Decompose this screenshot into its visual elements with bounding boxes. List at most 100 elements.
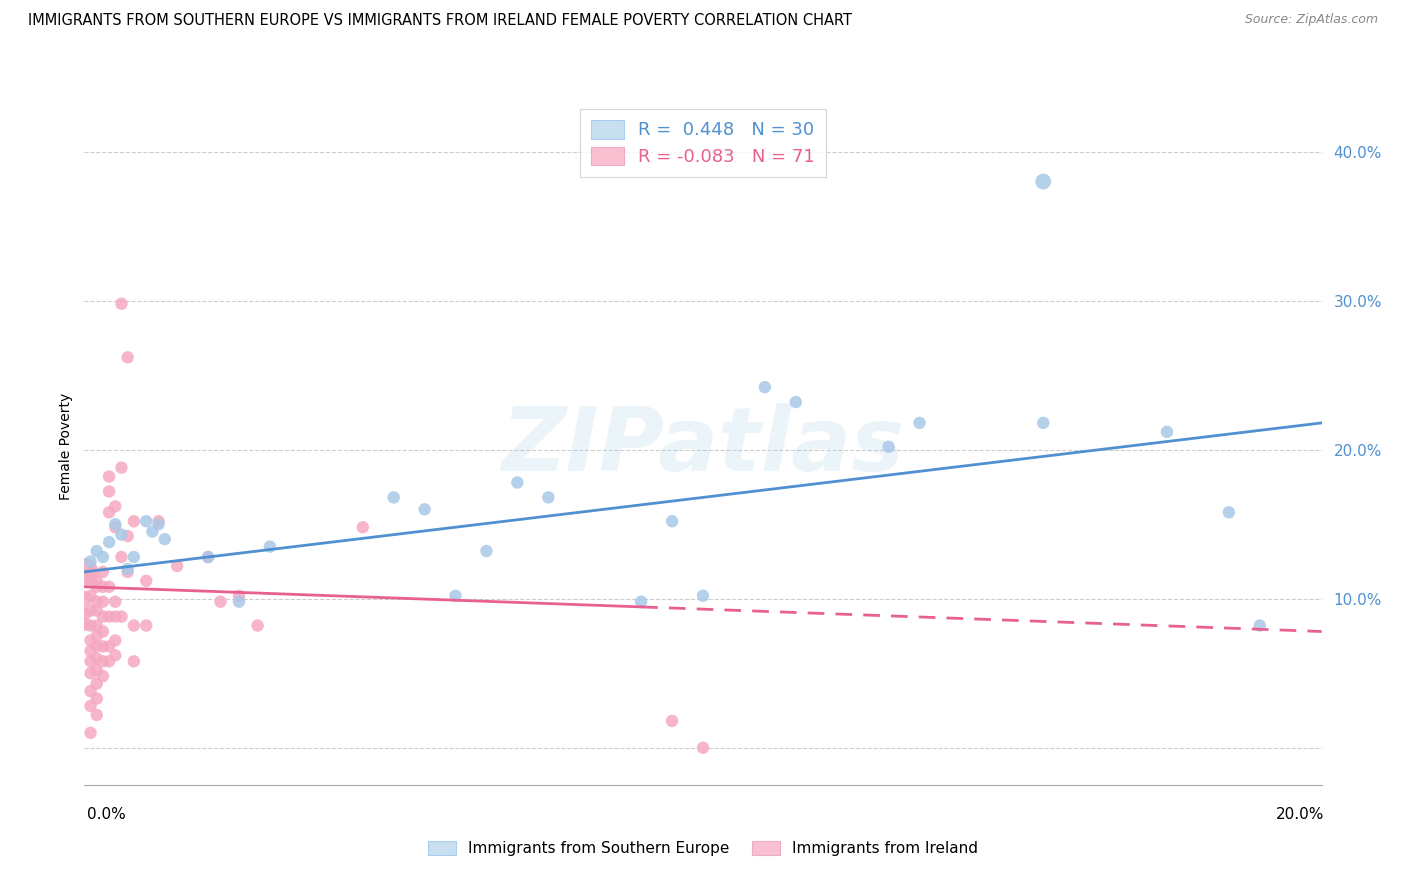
Point xyxy=(91,624,114,639)
Point xyxy=(98,640,121,654)
Point xyxy=(86,640,108,654)
Point xyxy=(104,648,127,663)
Point xyxy=(877,440,900,454)
Point xyxy=(104,500,127,514)
Point xyxy=(444,589,467,603)
Point xyxy=(79,554,101,568)
Point xyxy=(785,395,807,409)
Point xyxy=(91,669,114,683)
Point xyxy=(79,726,101,740)
Point xyxy=(79,633,101,648)
Point xyxy=(117,351,139,365)
Point xyxy=(86,604,108,618)
Point xyxy=(86,574,108,588)
Point xyxy=(98,609,121,624)
Point xyxy=(475,544,498,558)
Point xyxy=(73,617,96,632)
Point xyxy=(98,654,121,668)
Point xyxy=(246,618,269,632)
Point xyxy=(98,535,121,549)
Point xyxy=(148,517,170,532)
Point xyxy=(79,666,101,681)
Point xyxy=(86,544,108,558)
Point xyxy=(228,595,250,609)
Point xyxy=(79,604,101,618)
Y-axis label: Female Poverty: Female Poverty xyxy=(59,392,73,500)
Point xyxy=(197,549,219,564)
Point xyxy=(1032,175,1054,189)
Point xyxy=(1218,505,1240,519)
Point xyxy=(122,514,145,528)
Point xyxy=(73,565,96,579)
Point xyxy=(153,532,176,546)
Point xyxy=(117,529,139,543)
Point xyxy=(506,475,529,490)
Point xyxy=(86,663,108,677)
Point xyxy=(141,524,163,539)
Point xyxy=(79,644,101,658)
Point xyxy=(91,640,114,654)
Point xyxy=(91,609,114,624)
Point xyxy=(86,629,108,643)
Point xyxy=(79,565,101,579)
Point xyxy=(382,491,405,505)
Point xyxy=(86,676,108,690)
Point xyxy=(110,296,132,310)
Point xyxy=(661,714,683,728)
Point xyxy=(73,591,96,606)
Point xyxy=(86,595,108,609)
Point xyxy=(413,502,436,516)
Point xyxy=(135,514,157,528)
Point xyxy=(104,609,127,624)
Point xyxy=(91,549,114,564)
Point xyxy=(537,491,560,505)
Point xyxy=(754,380,776,394)
Point xyxy=(73,607,96,621)
Point xyxy=(91,654,114,668)
Point xyxy=(148,514,170,528)
Point xyxy=(117,562,139,576)
Point xyxy=(79,618,101,632)
Point xyxy=(692,740,714,755)
Point xyxy=(228,589,250,603)
Point xyxy=(135,618,157,632)
Point xyxy=(104,595,127,609)
Point xyxy=(86,651,108,665)
Point xyxy=(122,654,145,668)
Text: 20.0%: 20.0% xyxy=(1277,807,1324,822)
Point xyxy=(166,558,188,573)
Point xyxy=(117,565,139,579)
Point xyxy=(209,595,232,609)
Point xyxy=(79,684,101,698)
Point xyxy=(79,698,101,713)
Text: 0.0%: 0.0% xyxy=(87,807,127,822)
Point xyxy=(79,589,101,603)
Point xyxy=(104,520,127,534)
Text: ZIPatlas: ZIPatlas xyxy=(502,402,904,490)
Point xyxy=(104,517,127,532)
Point xyxy=(197,549,219,564)
Legend: R =  0.448   N = 30, R = -0.083   N = 71: R = 0.448 N = 30, R = -0.083 N = 71 xyxy=(581,110,825,177)
Point xyxy=(908,416,931,430)
Point xyxy=(98,469,121,483)
Point xyxy=(91,595,114,609)
Point xyxy=(1032,416,1054,430)
Point xyxy=(110,527,132,541)
Point xyxy=(86,618,108,632)
Point xyxy=(86,580,108,594)
Point xyxy=(86,707,108,722)
Point xyxy=(98,484,121,499)
Point xyxy=(352,520,374,534)
Point xyxy=(135,574,157,588)
Point xyxy=(104,633,127,648)
Point xyxy=(110,460,132,475)
Point xyxy=(122,549,145,564)
Point xyxy=(91,580,114,594)
Point xyxy=(98,580,121,594)
Text: IMMIGRANTS FROM SOUTHERN EUROPE VS IMMIGRANTS FROM IRELAND FEMALE POVERTY CORREL: IMMIGRANTS FROM SOUTHERN EUROPE VS IMMIG… xyxy=(28,13,852,29)
Point xyxy=(98,505,121,519)
Point xyxy=(1156,425,1178,439)
Point xyxy=(692,589,714,603)
Point xyxy=(79,574,101,588)
Point xyxy=(79,654,101,668)
